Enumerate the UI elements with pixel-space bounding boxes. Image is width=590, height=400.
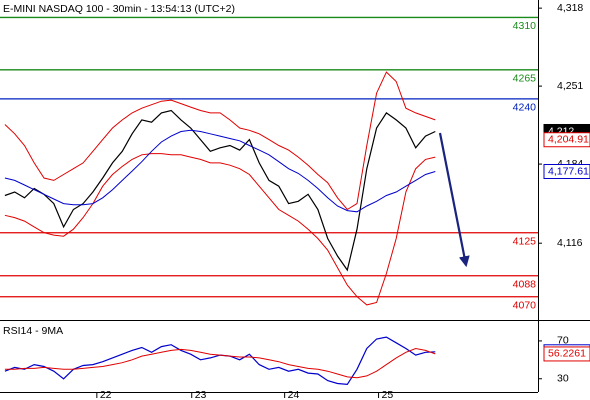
series-line [4,129,436,213]
y-tick-label: 4,116 [557,237,583,249]
series-line [4,347,436,379]
x-tick-label: 23 [195,389,207,400]
x-tick-label: 24 [288,389,300,400]
price-badge-label: 4,177.61 [548,165,589,177]
level-label: 4125 [513,236,537,248]
series-line [4,109,436,272]
y-tick-label: 70 [557,335,569,347]
price-badge-label: 56.2261 [548,348,586,360]
level-label: 4240 [513,102,537,114]
x-tick-label: 22 [100,389,112,400]
panel-title: RSI14 - 9MA [3,325,63,337]
price-badge [543,346,590,362]
level-label: 4070 [513,300,537,312]
price-badge [543,164,590,180]
level-label: 4088 [513,279,537,291]
price-badge-label: 4,204.91 [548,134,589,146]
y-tick-label: 4,318 [557,2,583,14]
series-line [4,71,436,211]
price-badge [543,132,590,148]
y-tick-label: 30 [557,373,569,385]
series-line [4,153,436,306]
level-label: 4310 [513,20,537,32]
y-tick-label: 4,251 [557,80,583,92]
forecast-arrow [438,132,470,268]
level-label: 4265 [513,73,537,85]
x-tick-label: 25 [382,389,394,400]
panel-title: E-MINI NASDAQ 100 - 30min - 13:54:13 (UT… [3,3,235,15]
